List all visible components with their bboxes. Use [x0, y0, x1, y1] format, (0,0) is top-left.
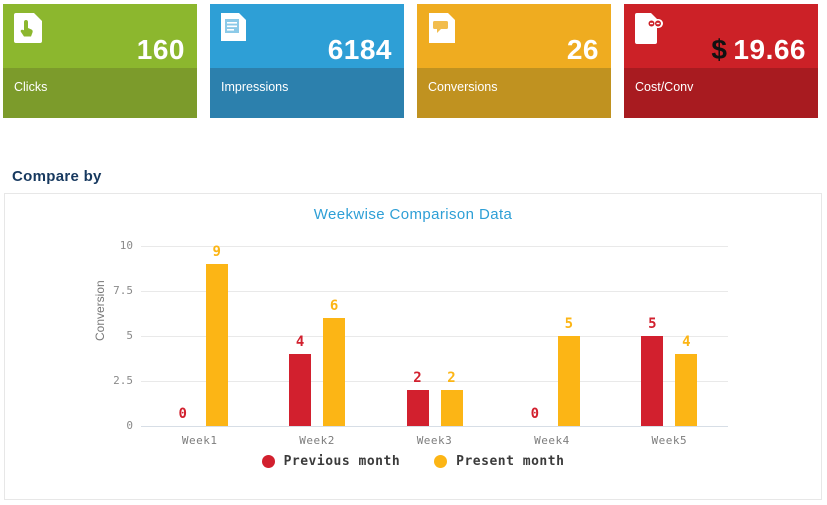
kpi-value-impressions: 6184 [327, 34, 392, 65]
kpi-card-clicks[interactable]: 160 Clicks [3, 4, 197, 118]
bar-previous-month-week5[interactable] [641, 336, 664, 426]
kpi-value-conversions: 26 [566, 34, 599, 65]
kpi-label-clicks: Clicks [3, 68, 197, 118]
kpi-value-clicks: 160 [136, 34, 185, 65]
x-tick-week1: Week1 [181, 434, 218, 447]
compare-by-heading: Compare by [12, 168, 102, 185]
comparison-chart-panel: Weekwise Comparison Data Conversion 0 2.5… [4, 193, 822, 500]
kpi-card-impressions-top: 6184 [210, 4, 404, 68]
kpi-label-impressions: Impressions [210, 68, 404, 118]
bar-present-month-week1[interactable] [205, 264, 228, 426]
chart-legend: Previous month Present month [5, 454, 821, 469]
gridline-y10 [141, 246, 728, 247]
bar-previous-month-week2[interactable] [289, 354, 312, 426]
kpi-card-cost-conv-top: $19.66 [624, 4, 818, 68]
x-tick-week3: Week3 [416, 434, 453, 447]
bar-value-label-week4-1: 5 [564, 316, 574, 332]
y-tick-label-2.5: 2.5 [113, 374, 133, 387]
kpi-label-cost-conv: Cost/Conv [624, 68, 818, 118]
kpi-card-impressions[interactable]: 6184 Impressions [210, 4, 404, 118]
kpi-card-clicks-top: 160 [3, 4, 197, 68]
kpi-card-conversions[interactable]: 26 Conversions [417, 4, 611, 118]
gridline-y5 [141, 336, 728, 337]
y-tick-label-0: 0 [126, 419, 133, 432]
bar-present-month-week3[interactable] [440, 390, 463, 426]
bar-value-label-week4-0: 0 [530, 406, 540, 422]
legend-label: Previous month [283, 454, 401, 469]
y-tick-label-5: 5 [126, 329, 133, 342]
bar-value-label-week5-1: 4 [682, 334, 691, 350]
legend-label: Present month [456, 454, 565, 469]
kpi-value-cost-conv: $19.66 [711, 34, 806, 65]
bar-value-label-week3-1: 2 [447, 370, 456, 386]
click-page-icon [14, 13, 42, 43]
bar-previous-month-week3[interactable] [406, 390, 429, 426]
kpi-card-conversions-top: 26 [417, 4, 611, 68]
gridline-y7.5 [141, 291, 728, 292]
chart-title: Weekwise Comparison Data [313, 206, 513, 223]
x-tick-week5: Week5 [651, 434, 688, 447]
kpi-card-cost-conv[interactable]: $19.66 Cost/Conv [624, 4, 818, 118]
report-page-icon [221, 13, 246, 41]
legend-dot-icon [261, 455, 275, 468]
kpi-label-conversions: Conversions [417, 68, 611, 118]
kpi-card-row: 160 Clicks 6184 Impressions 26 [3, 4, 818, 118]
bar-value-label-week3-0: 2 [413, 370, 422, 386]
bar-value-label-week1-0: 0 [178, 406, 187, 422]
x-tick-week2: Week2 [299, 434, 335, 447]
money-page-icon [635, 13, 663, 44]
gridline-y2.5 [141, 381, 728, 382]
y-tick-label-10: 10 [119, 239, 133, 252]
bar-value-label-week2-0: 4 [295, 334, 305, 350]
legend-item-present-month[interactable]: Present month [434, 454, 564, 469]
x-tick-week4: Week4 [534, 434, 570, 447]
legend-item-previous-month[interactable]: Previous month [261, 454, 401, 469]
legend-dot-icon [434, 455, 448, 468]
bar-value-label-week1-1: 9 [212, 244, 221, 260]
bar-value-label-week5-0: 5 [648, 316, 657, 332]
y-tick-label-7.5: 7.5 [113, 284, 133, 297]
bar-value-label-week2-1: 6 [329, 298, 339, 314]
chat-page-icon [429, 13, 455, 43]
gridline-y0 [141, 426, 728, 427]
bar-present-month-week2[interactable] [323, 318, 346, 426]
bar-present-month-week4[interactable] [557, 336, 580, 426]
bar-present-month-week5[interactable] [675, 354, 698, 426]
